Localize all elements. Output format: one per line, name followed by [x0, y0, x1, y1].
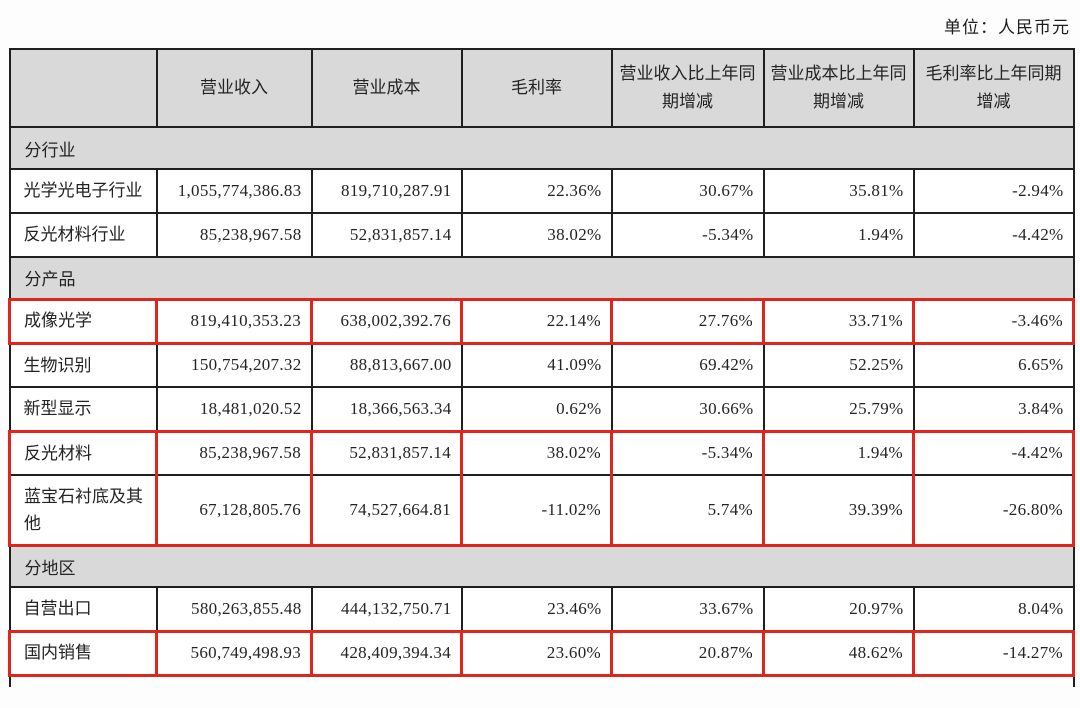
- table-header-cell: 毛利率比上年同期增减: [912, 48, 1075, 128]
- row-label-cell: 反光材料: [8, 429, 158, 476]
- financial-segment-table: 营业收入 营业成本 毛利率 营业收入比上年同期增减 营业成本比上年同期增减 毛利率比上年同…: [8, 48, 1075, 687]
- value-cell: 30.66%: [610, 386, 765, 432]
- table-header-cell: 营业成本比上年同期增减: [762, 48, 915, 128]
- row-label-cell: 新型显示: [8, 386, 158, 432]
- value-cell: 85,238,967.58: [155, 212, 313, 258]
- row-label-cell: 蓝宝石衬底及其他: [8, 474, 158, 547]
- row-label-cell: 光学光电子行业: [8, 168, 158, 214]
- value-cell: 27.76%: [610, 297, 765, 345]
- row-label-cell: 反光材料行业: [8, 212, 158, 258]
- section-row: 分行业: [8, 126, 1075, 170]
- table-body: 分行业 光学光电子行业 1,055,774,386.83 819,710,287.91…: [8, 126, 1075, 687]
- value-cell: 33.67%: [610, 586, 765, 632]
- data-row: 自营出口 580,263,855.48 444,132,750.71 23.46% 33…: [8, 586, 1075, 632]
- value-cell: 52,831,857.14: [310, 429, 463, 476]
- row-label-cell: 自营出口: [8, 586, 158, 632]
- unit-label: 单位：人民币元: [944, 18, 1070, 37]
- value-cell: 819,410,353.23: [155, 297, 313, 345]
- value-cell: -14.27%: [912, 629, 1075, 677]
- data-row: 蓝宝石衬底及其他 67,128,805.76 74,527,664.81 -11.02…: [8, 474, 1075, 547]
- row-label-cell: 成像光学: [8, 297, 158, 345]
- value-cell: 67,128,805.76: [155, 474, 313, 547]
- value-cell: 1,055,774,386.83: [155, 168, 313, 214]
- value-cell: 819,710,287.91: [310, 168, 463, 214]
- data-row: 光学光电子行业 1,055,774,386.83 819,710,287.91 22.…: [8, 168, 1075, 214]
- value-cell: -11.02%: [460, 474, 613, 547]
- value-cell: 23.46%: [460, 586, 613, 632]
- table-header-cell: 营业收入比上年同期增减: [610, 48, 765, 128]
- value-cell: 1.94%: [762, 212, 915, 258]
- value-cell: -4.42%: [912, 429, 1075, 476]
- value-cell: 20.97%: [762, 586, 915, 632]
- value-cell: 8.04%: [912, 586, 1075, 632]
- data-row: 反光材料行业 85,238,967.58 52,831,857.14 38.02% -5…: [8, 212, 1075, 258]
- data-row: 生物识别 150,754,207.32 88,813,667.00 41.09% 69.…: [8, 342, 1075, 388]
- value-cell: 560,749,498.93: [155, 629, 313, 677]
- value-cell: 18,481,020.52: [155, 386, 313, 432]
- value-cell: -4.42%: [912, 212, 1075, 258]
- value-cell: 580,263,855.48: [155, 586, 313, 632]
- value-cell: -3.46%: [912, 297, 1075, 345]
- value-cell: 38.02%: [460, 212, 613, 258]
- section-label: 分行业: [8, 126, 1075, 170]
- value-cell: 52,831,857.14: [310, 212, 463, 258]
- value-cell: 52.25%: [762, 342, 915, 388]
- value-cell: -26.80%: [912, 474, 1075, 547]
- row-label-cell: 生物识别: [8, 342, 158, 388]
- value-cell: 0.62%: [460, 386, 613, 432]
- value-cell: 1.94%: [762, 429, 915, 476]
- table-header-cell: 毛利率: [460, 48, 613, 128]
- value-cell: 39.39%: [762, 474, 915, 547]
- table-header-row: 营业收入 营业成本 毛利率 营业收入比上年同期增减 营业成本比上年同期增减 毛利率比上年同…: [8, 48, 1075, 128]
- data-row: 国内销售 560,749,498.93 428,409,394.34 23.60% 20…: [8, 629, 1075, 677]
- section-row: 分产品: [8, 256, 1075, 300]
- value-cell: 30.67%: [610, 168, 765, 214]
- data-row: 成像光学 819,410,353.23 638,002,392.76 22.14% 27…: [8, 297, 1075, 345]
- value-cell: 18,366,563.34: [310, 386, 463, 432]
- value-cell: 69.42%: [610, 342, 765, 388]
- value-cell: 38.02%: [460, 429, 613, 476]
- value-cell: 41.09%: [460, 342, 613, 388]
- value-cell: 6.65%: [912, 342, 1075, 388]
- value-cell: 25.79%: [762, 386, 915, 432]
- value-cell: -2.94%: [912, 168, 1075, 214]
- value-cell: 20.87%: [610, 629, 765, 677]
- value-cell: 22.36%: [460, 168, 613, 214]
- value-cell: 85,238,967.58: [155, 429, 313, 476]
- value-cell: 88,813,667.00: [310, 342, 463, 388]
- table-header-cell: 营业成本: [310, 48, 463, 128]
- value-cell: 74,527,664.81: [310, 474, 463, 547]
- value-cell: 35.81%: [762, 168, 915, 214]
- value-cell: -5.34%: [610, 212, 765, 258]
- value-cell: 48.62%: [762, 629, 915, 677]
- section-row: 分地区: [8, 544, 1075, 588]
- value-cell: 428,409,394.34: [310, 629, 463, 677]
- value-cell: 638,002,392.76: [310, 297, 463, 345]
- table-header-cell: [8, 48, 158, 128]
- value-cell: 33.71%: [762, 297, 915, 345]
- value-cell: 22.14%: [460, 297, 613, 345]
- table-header-cell: 营业收入: [155, 48, 313, 128]
- value-cell: 3.84%: [912, 386, 1075, 432]
- value-cell: 5.74%: [610, 474, 765, 547]
- value-cell: -5.34%: [610, 429, 765, 476]
- section-label: 分产品: [8, 256, 1075, 300]
- section-label: 分地区: [8, 544, 1075, 588]
- value-cell: 150,754,207.32: [155, 342, 313, 388]
- row-label-cell: 国内销售: [8, 629, 158, 677]
- table-head: 营业收入 营业成本 毛利率 营业收入比上年同期增减 营业成本比上年同期增减 毛利率比上年同…: [8, 48, 1075, 128]
- value-cell: 23.60%: [460, 629, 613, 677]
- clipped-partial-row: [8, 674, 1075, 687]
- clipped-partial-cell: [8, 674, 1075, 687]
- value-cell: 444,132,750.71: [310, 586, 463, 632]
- data-row: 新型显示 18,481,020.52 18,366,563.34 0.62% 30.66…: [8, 386, 1075, 432]
- data-row: 反光材料 85,238,967.58 52,831,857.14 38.02% -5.3…: [8, 429, 1075, 476]
